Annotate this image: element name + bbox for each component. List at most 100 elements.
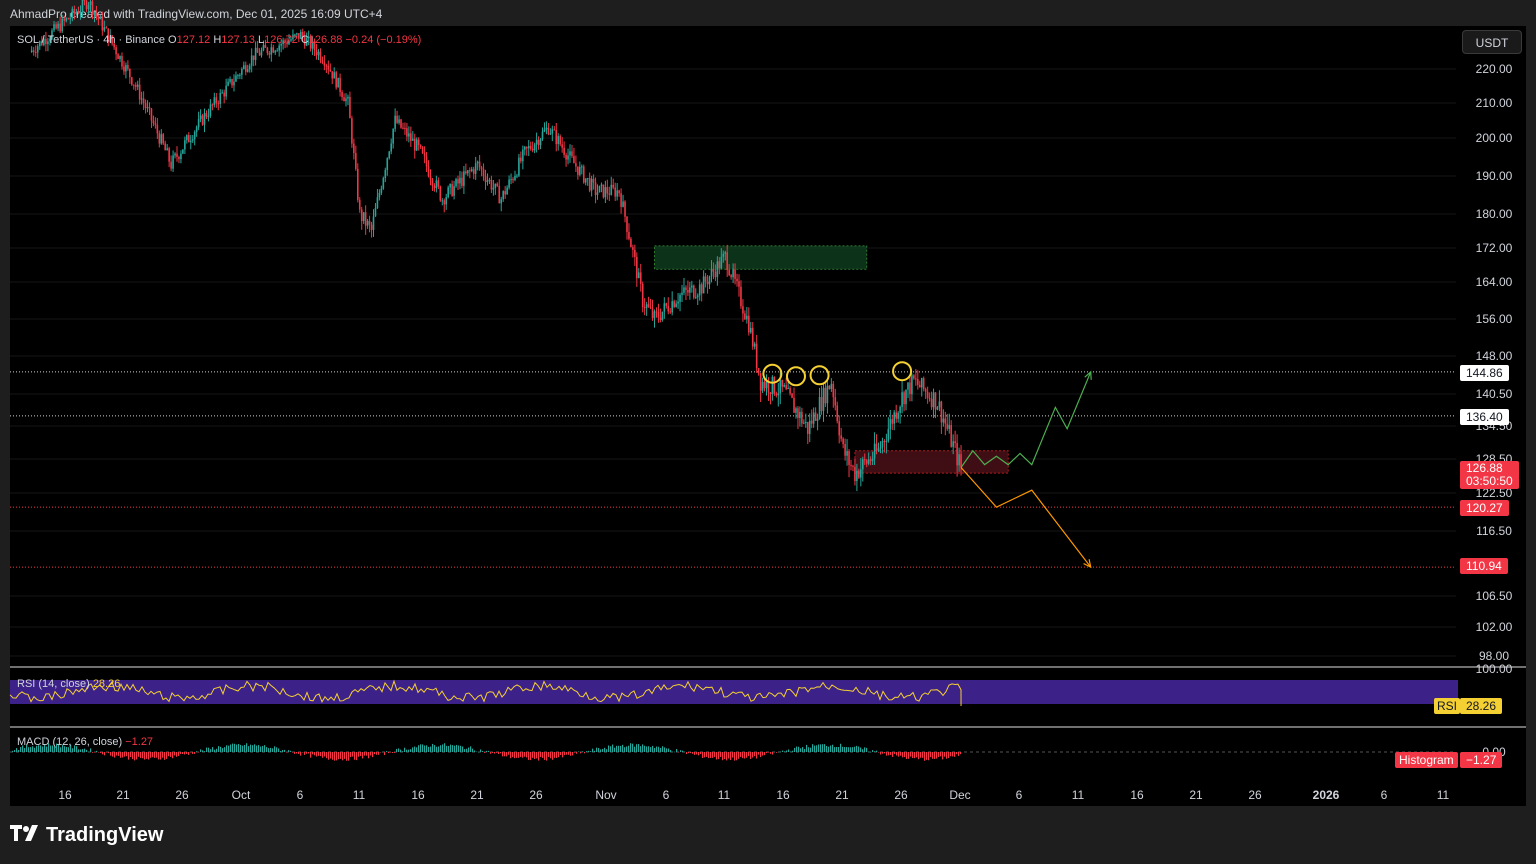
macd-histogram-bar <box>308 752 310 754</box>
macd-histogram-bar <box>888 752 890 756</box>
macd-label[interactable]: MACD (12, 26, close) <box>17 736 123 748</box>
candle-body <box>869 459 872 461</box>
candle-body <box>89 1 92 5</box>
macd-histogram-bar <box>418 745 420 752</box>
candle-body <box>129 68 131 78</box>
candle-body <box>476 161 479 164</box>
macd-histogram-bar <box>842 746 844 752</box>
macd-histogram-bar <box>260 746 262 752</box>
macd-histogram-bar <box>398 748 400 752</box>
candle-body <box>343 97 345 102</box>
candle-body <box>891 419 894 424</box>
macd-histogram-bar <box>468 747 470 752</box>
candle-body <box>331 71 334 79</box>
macd-histogram-bar <box>528 752 530 760</box>
candle-body <box>197 118 200 128</box>
macd-histogram-bar <box>214 749 216 752</box>
price-axis-label: 210.00 <box>1476 96 1513 110</box>
macd-histogram-bar <box>538 752 540 761</box>
candle-body <box>755 343 758 369</box>
macd-histogram-bar <box>194 752 196 754</box>
macd-histogram-bar <box>848 747 850 752</box>
candle-body <box>693 285 695 298</box>
macd-histogram-bar <box>534 752 536 759</box>
macd-histogram-bar <box>316 752 318 757</box>
macd-histogram-bar <box>426 745 428 752</box>
macd-histogram-bar <box>860 747 862 752</box>
macd-histogram-bar <box>620 745 622 752</box>
candle-body <box>522 149 524 162</box>
candle-body <box>806 421 809 434</box>
macd-histogram-bar <box>578 751 580 752</box>
macd-histogram-bar <box>464 749 466 752</box>
candle-body <box>341 91 343 98</box>
macd-histogram-bar <box>576 752 578 754</box>
time-axis-label: 16 <box>776 788 790 802</box>
macd-histogram-bar <box>836 746 838 752</box>
macd-histogram-bar <box>702 752 704 758</box>
demand-zone <box>854 450 1009 474</box>
macd-histogram-bar <box>954 752 956 757</box>
candle-body <box>704 276 707 282</box>
candle-body <box>930 398 933 408</box>
candle-body <box>67 18 70 20</box>
candle-body <box>897 412 899 419</box>
candle-body <box>59 23 61 32</box>
macd-histogram-bar <box>300 752 302 756</box>
candle-body <box>822 387 825 411</box>
tradingview-logo[interactable]: TradingView <box>10 824 163 847</box>
macd-histogram-bar <box>864 747 866 752</box>
macd-histogram-bar <box>144 752 146 760</box>
macd-histogram-bar <box>302 752 304 753</box>
candle-body <box>115 47 117 55</box>
close-value: 126.88 <box>308 34 343 46</box>
candle-body <box>435 180 438 189</box>
candle-body <box>276 50 279 52</box>
candle-body <box>207 115 210 117</box>
symbol-title[interactable]: SOL / TetherUS · 4h · Binance <box>17 34 165 46</box>
candle-body <box>445 197 448 205</box>
candle-body <box>661 311 664 320</box>
candle-body <box>286 42 288 45</box>
macd-histogram-bar <box>546 752 548 761</box>
candle-body <box>337 77 339 88</box>
macd-histogram-bar <box>870 751 872 753</box>
macd-histogram-bar <box>694 752 696 755</box>
macd-histogram-bar <box>758 752 760 755</box>
macd-histogram-bar <box>714 752 716 757</box>
time-axis-label: 21 <box>1189 788 1203 802</box>
candle-body <box>288 40 290 45</box>
candle-body <box>431 179 434 186</box>
macd-histogram-bar <box>638 744 640 752</box>
macd-histogram-bar <box>188 752 190 755</box>
candle-body <box>87 4 90 10</box>
candle-body <box>759 373 762 391</box>
macd-histogram-bar <box>906 752 908 759</box>
candle-body <box>622 201 624 207</box>
macd-histogram-bar <box>562 752 564 758</box>
macd-histogram-bar <box>60 747 62 752</box>
candle-body <box>830 383 833 390</box>
macd-histogram-bar <box>204 751 206 752</box>
macd-histogram-bar <box>170 752 172 757</box>
candle-body <box>681 292 683 295</box>
macd-histogram-bar <box>542 752 544 758</box>
candle-body <box>903 392 905 405</box>
macd-histogram-bar <box>670 750 672 752</box>
candle-body <box>616 190 618 197</box>
macd-histogram-bar <box>762 752 764 756</box>
macd-histogram-bar <box>626 746 628 752</box>
currency-button[interactable]: USDT <box>1462 30 1522 54</box>
candle-body <box>860 469 862 478</box>
macd-histogram-bar <box>434 745 436 752</box>
macd-histogram-bar <box>46 746 48 752</box>
rsi-label[interactable]: RSI (14, close) <box>17 678 90 690</box>
candle-body <box>610 184 613 195</box>
candle-body <box>339 77 341 92</box>
macd-histogram-bar <box>372 752 374 758</box>
candle-body <box>38 41 41 47</box>
candle-body <box>91 1 94 15</box>
candle-body <box>189 140 192 143</box>
macd-histogram-bar <box>128 752 130 760</box>
